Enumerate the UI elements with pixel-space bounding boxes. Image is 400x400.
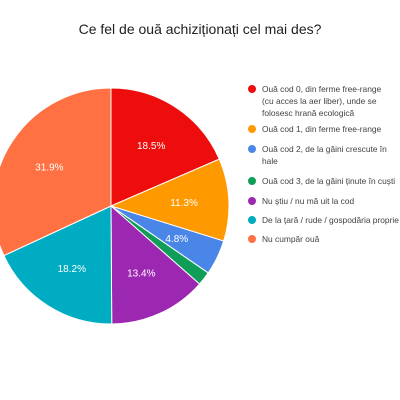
chart-title: Ce fel de ouă achiziționați cel mai des? <box>78 21 322 37</box>
slice-percent-label: 31.9% <box>35 163 63 174</box>
legend-swatch <box>248 197 256 205</box>
pie-slice[interactable] <box>109 158 230 242</box>
slice-percent-label: 4.8% <box>165 234 188 245</box>
legend-label: Ouă cod 1, din ferme free-range <box>262 124 382 134</box>
pie-slice[interactable] <box>110 87 220 207</box>
legend-label: De la țară / rude / gospodăria proprie <box>262 215 399 225</box>
legend-swatch <box>248 235 256 243</box>
legend-swatch <box>248 177 256 185</box>
legend-label: Nu cumpăr ouă <box>262 234 320 244</box>
pie-slice[interactable] <box>0 87 112 257</box>
pie-slice[interactable] <box>110 204 201 325</box>
slice-percent-label: 11.3% <box>170 198 198 209</box>
legend-swatch <box>248 125 256 133</box>
slice-percent-label: 18.2% <box>58 264 86 275</box>
legend-swatch <box>248 216 256 224</box>
slice-percent-label: 18.5% <box>137 141 165 152</box>
pie-slice[interactable] <box>3 205 113 325</box>
legend-label: Ouă cod 0, din ferme free-range (cu acce… <box>262 84 382 118</box>
legend: Ouă cod 0, din ferme free-range (cu acce… <box>248 0 400 400</box>
legend-label: Nu știu / nu mă uit la cod <box>262 196 355 206</box>
legend-swatch <box>248 85 256 93</box>
slice-percent-label: 13.4% <box>127 269 155 280</box>
legend-label: Ouă cod 3, de la găini ținute în cuști <box>262 176 396 186</box>
legend-label: Ouă cod 2, de la găini crescute în hale <box>262 144 387 166</box>
legend-swatch <box>248 145 256 153</box>
